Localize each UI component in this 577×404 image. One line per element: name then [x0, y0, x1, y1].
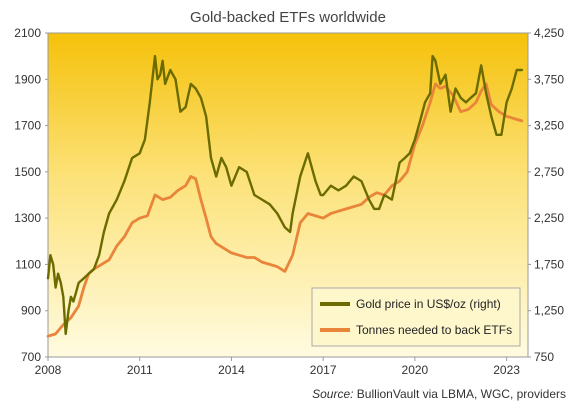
left-tick-label: 900	[21, 304, 41, 318]
source-note: Source: BullionVault via LBMA, WGC, prov…	[312, 387, 566, 401]
left-axis: 2100 1900 1700 1500 1300 1100 900 700	[14, 26, 48, 364]
series-line-gold-price	[46, 54, 524, 336]
left-tick-label: 1100	[15, 257, 41, 271]
right-tick-label: 3,250	[534, 119, 564, 133]
right-tick-label: 750	[534, 350, 554, 364]
x-tick-label: 2011	[127, 363, 153, 377]
legend: Gold price in US$/oz (right) Tonnes need…	[311, 287, 521, 347]
x-tick-label: 2020	[402, 363, 429, 377]
right-tick-label: 2,250	[534, 211, 564, 225]
legend-label-gold-price: Gold price in US$/oz (right)	[356, 297, 501, 311]
left-tick-label: 700	[21, 350, 41, 364]
right-tick-label: 3,750	[534, 72, 564, 86]
legend-box	[311, 287, 521, 347]
x-tick-label: 2023	[493, 363, 520, 377]
x-tick-label: 2017	[310, 363, 337, 377]
series-layer	[46, 54, 524, 338]
left-tick-label: 1900	[14, 72, 41, 86]
source-label: Source:	[312, 387, 353, 401]
source-text: BullionVault via LBMA, WGC, providers	[353, 387, 566, 401]
right-tick-label: 4,250	[534, 26, 564, 40]
series-line-tonnes	[46, 82, 524, 338]
right-tick-label: 1,250	[534, 304, 564, 318]
left-tick-label: 2100	[14, 26, 41, 40]
right-tick-label: 1,750	[534, 257, 564, 271]
right-tick-label: 2,750	[534, 165, 564, 179]
x-axis: 2008 2011 2014 2017 2020 2023	[35, 357, 520, 377]
right-axis: 4,250 3,750 3,250 2,750 2,250 1,750 1,250 750	[528, 26, 564, 364]
chart-title: Gold-backed ETFs worldwide	[190, 9, 386, 26]
x-tick-label: 2008	[35, 363, 62, 377]
legend-label-tonnes: Tonnes needed to back ETFs	[356, 323, 512, 337]
x-tick-label: 2014	[218, 363, 245, 377]
left-tick-label: 1300	[14, 211, 41, 225]
left-tick-label: 1500	[14, 165, 41, 179]
left-tick-label: 1700	[14, 119, 41, 133]
